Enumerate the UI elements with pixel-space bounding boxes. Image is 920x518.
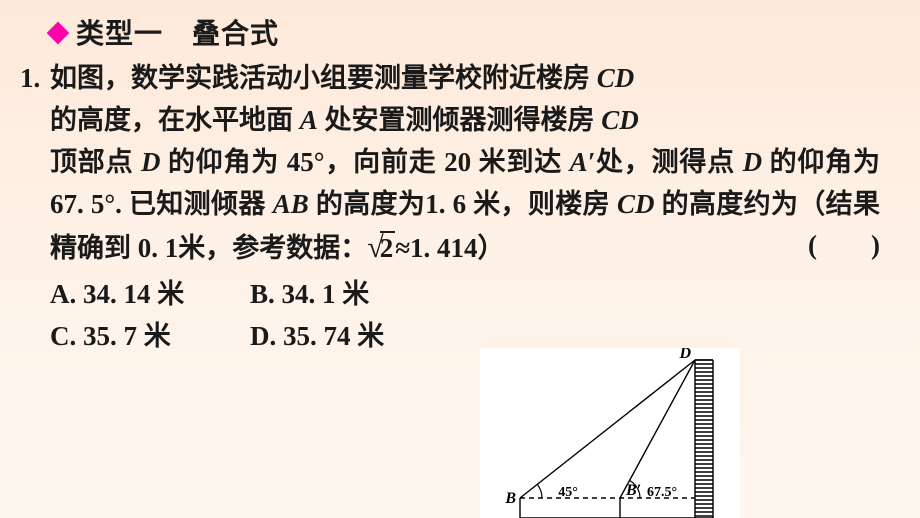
- var-D-2: D: [743, 147, 763, 177]
- problem-text-1f: 处，测得点: [595, 147, 742, 177]
- svg-text:D: D: [678, 348, 691, 362]
- heading-text: 类型一 叠合式: [76, 19, 279, 50]
- var-CD-1: CD: [597, 63, 635, 93]
- option-A: A. 34. 14 米: [50, 274, 250, 316]
- svg-text:67.5°: 67.5°: [647, 485, 677, 500]
- geometry-svg: DBB′AA′C45°67.5°: [480, 348, 740, 518]
- problem-text-approx: ≈1. 414）: [395, 233, 504, 263]
- svg-text:B: B: [504, 490, 516, 507]
- radical-argument: 2: [380, 231, 396, 263]
- var-CD-3: CD: [617, 189, 655, 219]
- option-B: B. 34. 1 米: [250, 274, 369, 316]
- var-Aprime: A′: [570, 147, 596, 177]
- var-A: A: [300, 105, 318, 135]
- problem-text-1a: 如图，数学实践活动小组要测量学校附近楼房: [50, 63, 597, 93]
- answer-blank: ( ): [808, 225, 880, 267]
- problem-text-1h: 的高度为1. 6 米，则楼房: [309, 189, 617, 219]
- problem-text-1e: 的仰角为 45°，向前走 20 米到达: [160, 147, 569, 177]
- geometry-figure: DBB′AA′C45°67.5°: [480, 348, 740, 518]
- radical-sqrt2: √2: [367, 233, 395, 263]
- var-D-1: D: [141, 147, 161, 177]
- problem-body: 1. 如图，数学实践活动小组要测量学校附近楼房 CD 的高度，在水平地面 A 处…: [50, 58, 880, 358]
- heading-bullet-icon: [47, 22, 70, 45]
- paren-right: ): [871, 230, 880, 260]
- problem-text-1c: 处安置测倾器测得楼房: [318, 105, 602, 135]
- var-AB: AB: [273, 189, 309, 219]
- options-block: A. 34. 14 米 B. 34. 1 米 C. 35. 7 米 D. 35.…: [50, 274, 880, 358]
- paren-left: (: [808, 230, 817, 260]
- option-C: C. 35. 7 米: [50, 316, 250, 358]
- var-CD-2: CD: [601, 105, 639, 135]
- problem-text-1b: 的高度，在水平地面: [50, 105, 300, 135]
- option-D: D. 35. 74 米: [250, 316, 384, 358]
- section-heading: 类型一 叠合式: [50, 12, 890, 52]
- svg-text:45°: 45°: [558, 485, 578, 500]
- problem-number: 1.: [20, 58, 40, 100]
- svg-text:B′: B′: [625, 482, 641, 499]
- problem-text-1d: 顶部点: [50, 147, 141, 177]
